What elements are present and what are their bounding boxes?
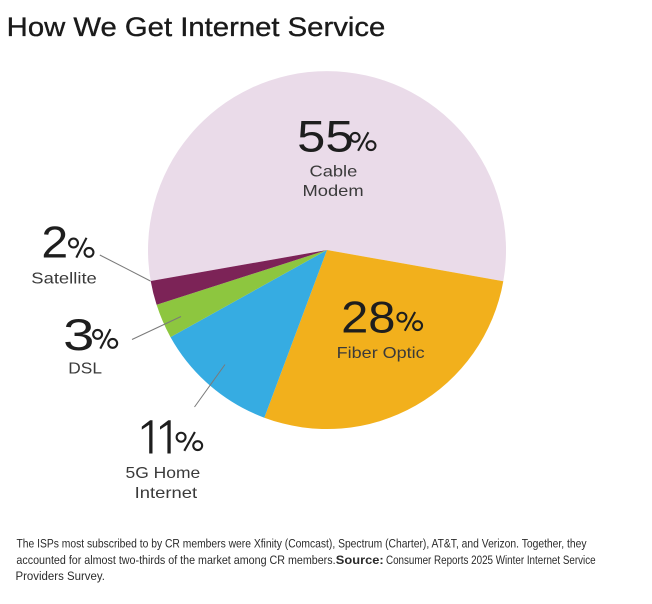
svg-text:The ISPs most subscribed to by: The ISPs most subscribed to by CR member… — [17, 536, 588, 550]
svg-text:How We Get Internet Service: How We Get Internet Service — [7, 12, 386, 42]
svg-text:28: 28 — [341, 294, 395, 343]
svg-text:Source:: Source: — [336, 553, 384, 567]
svg-text:55: 55 — [297, 112, 353, 161]
svg-text:Modem: Modem — [303, 183, 364, 200]
svg-text:5G Home: 5G Home — [126, 465, 201, 482]
svg-text:Cable: Cable — [310, 163, 358, 180]
svg-text:DSL: DSL — [68, 361, 102, 378]
svg-text:Fiber Optic: Fiber Optic — [337, 345, 425, 362]
svg-text:Satellite: Satellite — [31, 270, 97, 287]
svg-text:2: 2 — [41, 219, 68, 268]
svg-text:accounted for almost two-third: accounted for almost two-thirds of the m… — [16, 553, 335, 567]
svg-text:Internet: Internet — [135, 485, 198, 502]
svg-text:Consumer Reports 2025 Winter I: Consumer Reports 2025 Winter Internet Se… — [386, 553, 596, 567]
svg-text:Providers Survey.: Providers Survey. — [16, 569, 105, 583]
svg-text:3: 3 — [63, 311, 94, 360]
